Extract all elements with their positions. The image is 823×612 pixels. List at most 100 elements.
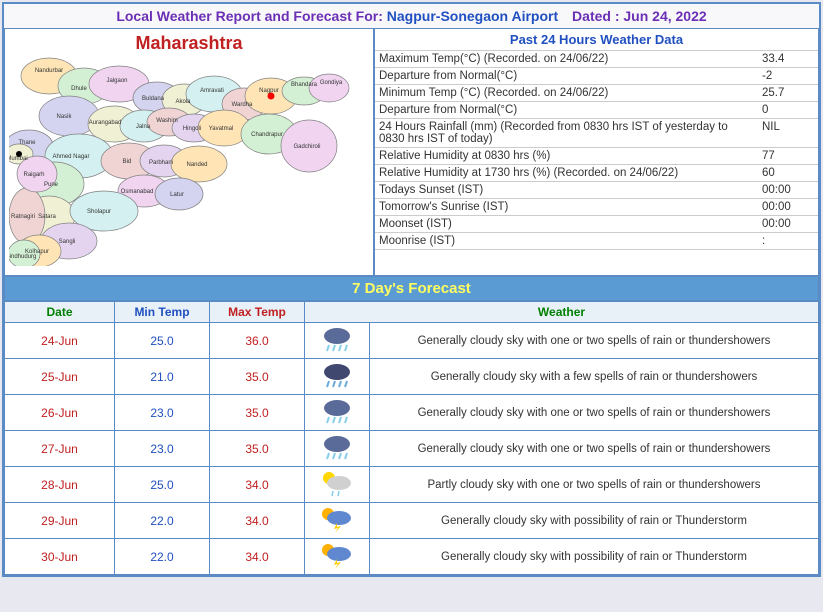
- forecast-date: 29-Jun: [5, 503, 115, 539]
- forecast-max: 35.0: [210, 359, 305, 395]
- forecast-icon-cell: [305, 431, 370, 467]
- svg-text:Ahmed Nagar: Ahmed Nagar: [52, 154, 89, 160]
- forecast-min: 25.0: [115, 467, 210, 503]
- col-max-temp: Max Temp: [210, 302, 305, 323]
- weather-icon: [319, 505, 355, 533]
- forecast-min: 21.0: [115, 359, 210, 395]
- forecast-date: 25-Jun: [5, 359, 115, 395]
- forecast-title: 7 Day's Forecast: [4, 276, 819, 301]
- past-row: Minimum Temp (°C) (Recorded. on 24/06/22…: [375, 85, 818, 102]
- forecast-date: 27-Jun: [5, 431, 115, 467]
- col-weather: Weather: [305, 302, 819, 323]
- past-label: Minimum Temp (°C) (Recorded. on 24/06/22…: [375, 85, 758, 101]
- forecast-date: 24-Jun: [5, 323, 115, 359]
- svg-text:Wardha: Wardha: [232, 102, 253, 108]
- svg-text:Bid: Bid: [123, 159, 132, 165]
- svg-text:Jalgaon: Jalgaon: [106, 78, 127, 84]
- weather-icon: [319, 433, 355, 461]
- past-label: 24 Hours Rainfall (mm) (Recorded from 08…: [375, 119, 758, 147]
- past-row: Moonrise (IST):: [375, 233, 818, 250]
- forecast-min: 23.0: [115, 431, 210, 467]
- svg-text:Osmanabad: Osmanabad: [121, 189, 154, 195]
- past-row: Departure from Normal(°C)0: [375, 102, 818, 119]
- maharashtra-map: NandurbarDhuleJalgaonBuldanaAkolaAmravat…: [9, 56, 369, 266]
- past-row: Relative Humidity at 0830 hrs (%)77: [375, 148, 818, 165]
- svg-text:Parbhani: Parbhani: [149, 160, 173, 166]
- past-row: Tomorrow's Sunrise (IST)00:00: [375, 199, 818, 216]
- svg-text:Aurangabad: Aurangabad: [89, 120, 122, 126]
- forecast-weather: Generally cloudy sky with one or two spe…: [370, 395, 819, 431]
- svg-text:Ratnagiri: Ratnagiri: [11, 214, 35, 220]
- past-value: 00:00: [758, 182, 818, 198]
- weather-report-container: Local Weather Report and Forecast For: N…: [2, 2, 821, 577]
- forecast-min: 25.0: [115, 323, 210, 359]
- forecast-row: 25-Jun 21.0 35.0 Generally cloudy sky wi…: [5, 359, 819, 395]
- svg-text:Amravati: Amravati: [200, 88, 224, 94]
- svg-text:Nasik: Nasik: [56, 114, 72, 120]
- weather-icon: [319, 361, 355, 389]
- svg-text:Chandrapur: Chandrapur: [251, 132, 283, 138]
- svg-text:Nanded: Nanded: [186, 162, 207, 168]
- svg-text:Jalna: Jalna: [136, 124, 151, 130]
- forecast-icon-cell: [305, 359, 370, 395]
- past-row: Maximum Temp(°C) (Recorded. on 24/06/22)…: [375, 51, 818, 68]
- svg-text:Satara: Satara: [38, 214, 56, 220]
- forecast-max: 34.0: [210, 539, 305, 575]
- report-date: Jun 24, 2022: [623, 8, 706, 24]
- col-date: Date: [5, 302, 115, 323]
- svg-text:Nagpur: Nagpur: [259, 88, 279, 94]
- svg-text:Sholapur: Sholapur: [87, 209, 111, 215]
- svg-text:Bhandara: Bhandara: [291, 82, 318, 88]
- past-row: Departure from Normal(°C)-2: [375, 68, 818, 85]
- past-row: Todays Sunset (IST)00:00: [375, 182, 818, 199]
- forecast-row: 24-Jun 25.0 36.0 Generally cloudy sky wi…: [5, 323, 819, 359]
- forecast-header-row: Date Min Temp Max Temp Weather: [5, 302, 819, 323]
- past-label: Relative Humidity at 1730 hrs (%) (Recor…: [375, 165, 758, 181]
- forecast-table: Date Min Temp Max Temp Weather 24-Jun 25…: [4, 301, 819, 575]
- forecast-icon-cell: [305, 503, 370, 539]
- past-label: Moonset (IST): [375, 216, 758, 232]
- forecast-row: 29-Jun 22.0 34.0 Generally cloudy sky wi…: [5, 503, 819, 539]
- past-row: Relative Humidity at 1730 hrs (%) (Recor…: [375, 165, 818, 182]
- svg-text:Pune: Pune: [44, 182, 59, 188]
- past-row: Moonset (IST)00:00: [375, 216, 818, 233]
- svg-text:Latur: Latur: [170, 192, 184, 198]
- past-value: :: [758, 233, 818, 249]
- past-value: 25.7: [758, 85, 818, 101]
- forecast-weather: Generally cloudy sky with one or two spe…: [370, 323, 819, 359]
- past-value: -2: [758, 68, 818, 84]
- past-label: Tomorrow's Sunrise (IST): [375, 199, 758, 215]
- forecast-max: 35.0: [210, 431, 305, 467]
- forecast-date: 30-Jun: [5, 539, 115, 575]
- forecast-min: 22.0: [115, 539, 210, 575]
- dated-label: Dated :: [572, 8, 619, 24]
- weather-icon: [319, 397, 355, 425]
- report-header: Local Weather Report and Forecast For: N…: [4, 4, 819, 28]
- forecast-weather: Generally cloudy sky with a few spells o…: [370, 359, 819, 395]
- location-name: Nagpur-Sonegaon Airport: [387, 8, 558, 24]
- forecast-weather: Partly cloudy sky with one or two spells…: [370, 467, 819, 503]
- past-label: Todays Sunset (IST): [375, 182, 758, 198]
- past-label: Relative Humidity at 0830 hrs (%): [375, 148, 758, 164]
- past-label: Departure from Normal(°C): [375, 102, 758, 118]
- svg-text:Sangli: Sangli: [59, 239, 76, 245]
- forecast-max: 34.0: [210, 467, 305, 503]
- forecast-icon-cell: [305, 323, 370, 359]
- past-label: Maximum Temp(°C) (Recorded. on 24/06/22): [375, 51, 758, 67]
- weather-icon: [319, 469, 355, 497]
- svg-text:Thane: Thane: [18, 140, 36, 146]
- weather-icon: [319, 541, 355, 569]
- past-value: 0: [758, 102, 818, 118]
- forecast-min: 23.0: [115, 395, 210, 431]
- svg-text:Yavatmal: Yavatmal: [209, 126, 234, 132]
- forecast-max: 36.0: [210, 323, 305, 359]
- weather-icon: [319, 325, 355, 353]
- map-title: Maharashtra: [9, 33, 369, 54]
- past-row: 24 Hours Rainfall (mm) (Recorded from 08…: [375, 119, 818, 148]
- forecast-icon-cell: [305, 395, 370, 431]
- svg-text:Dhule: Dhule: [71, 86, 87, 92]
- svg-text:Mumbai: Mumbai: [9, 156, 28, 162]
- svg-text:Gondiya: Gondiya: [320, 80, 343, 86]
- past-value: 00:00: [758, 199, 818, 215]
- svg-text:Nandurbar: Nandurbar: [35, 68, 63, 74]
